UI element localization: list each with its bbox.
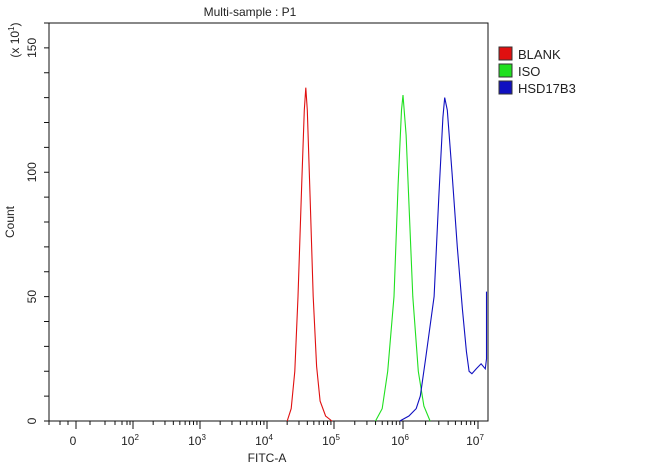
x-tick-base: 10 <box>188 434 202 448</box>
y-tick-label: 0 <box>25 417 39 424</box>
y-multiplier-base: (x 10 <box>8 31 22 58</box>
legend-swatch <box>498 63 513 78</box>
legend-swatch <box>498 80 513 95</box>
x-tick-base: 10 <box>466 434 480 448</box>
x-tick-label: 104 <box>255 433 273 448</box>
y-multiplier-exp: 1 <box>7 26 16 31</box>
y-tick-label: 50 <box>25 290 39 304</box>
x-tick-exp: 5 <box>335 433 340 442</box>
legend-label: BLANK <box>518 47 561 62</box>
x-tick-exp: 4 <box>268 433 273 442</box>
x-tick-base: 10 <box>255 434 269 448</box>
series-line-hsd17b3 <box>399 97 488 422</box>
series-line-iso <box>375 95 431 422</box>
x-tick-base: 10 <box>121 434 135 448</box>
x-tick-exp: 2 <box>134 433 139 442</box>
x-tick-label: 103 <box>188 433 206 448</box>
plot-frame <box>48 22 489 422</box>
x-tick-exp: 6 <box>404 433 409 442</box>
x-tick-label: 0 <box>70 434 77 448</box>
legend-label: ISO <box>518 64 540 79</box>
legend-label: HSD17B3 <box>518 81 576 96</box>
x-tick-label: 102 <box>121 433 139 448</box>
x-tick-exp: 3 <box>201 433 206 442</box>
y-multiplier-label: (x 101) <box>7 22 22 57</box>
y-tick-label: 100 <box>25 162 39 182</box>
x-tick-label: 106 <box>391 433 409 448</box>
x-axis-label: FITC-A <box>248 451 287 465</box>
x-tick-label: 107 <box>466 433 484 448</box>
y-tick-label: 150 <box>25 38 39 58</box>
x-tick-label: 105 <box>322 433 340 448</box>
x-tick-base: 0 <box>70 434 77 448</box>
legend-swatch <box>498 46 513 61</box>
series-line-blank <box>286 87 333 422</box>
x-tick-base: 10 <box>322 434 336 448</box>
y-axis-label: Count <box>3 205 17 238</box>
x-tick-exp: 7 <box>479 433 484 442</box>
chart-title: Multi-sample : P1 <box>204 5 297 19</box>
x-tick-base: 10 <box>391 434 405 448</box>
